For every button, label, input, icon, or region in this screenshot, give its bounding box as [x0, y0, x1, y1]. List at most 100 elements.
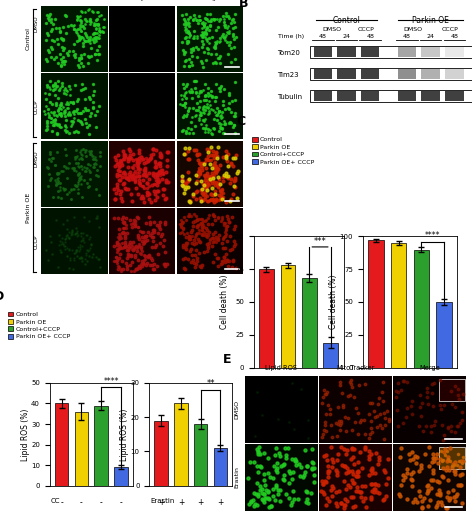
Text: Control: Control: [333, 15, 361, 25]
Text: -: -: [60, 498, 63, 507]
Text: DMSO: DMSO: [322, 27, 341, 32]
FancyBboxPatch shape: [337, 91, 356, 101]
FancyBboxPatch shape: [438, 447, 465, 469]
FancyBboxPatch shape: [398, 69, 416, 79]
FancyBboxPatch shape: [314, 47, 332, 57]
Text: Parkin OE: Parkin OE: [412, 15, 449, 25]
Text: -: -: [100, 498, 102, 507]
Text: B: B: [239, 0, 248, 10]
Text: CCCP: CCCP: [34, 99, 39, 114]
Bar: [368, 241, 384, 368]
FancyBboxPatch shape: [177, 6, 244, 72]
Text: DMSO: DMSO: [235, 400, 240, 419]
Text: CCCP: CCCP: [357, 27, 374, 32]
Text: Tubulin: Tubulin: [278, 94, 303, 100]
FancyBboxPatch shape: [393, 444, 466, 511]
FancyBboxPatch shape: [177, 141, 244, 207]
Text: -: -: [329, 383, 332, 392]
Text: MitoTracker: MitoTracker: [337, 365, 374, 371]
FancyBboxPatch shape: [109, 74, 175, 139]
FancyBboxPatch shape: [41, 208, 108, 274]
Text: 48: 48: [366, 34, 374, 39]
FancyBboxPatch shape: [445, 47, 464, 57]
Legend: Control, Parkin OE, Control+CCCP, Parkin OE+ CCCP: Control, Parkin OE, Control+CCCP, Parkin…: [8, 311, 70, 339]
Text: +: +: [395, 383, 402, 392]
Text: Lipid ROS: Lipid ROS: [265, 365, 297, 371]
Bar: [114, 467, 128, 486]
Text: CC: CC: [51, 498, 60, 504]
Y-axis label: Cell death (%): Cell death (%): [220, 274, 229, 329]
Bar: [194, 424, 207, 486]
Text: Tim23: Tim23: [278, 72, 299, 78]
Text: **: **: [206, 379, 215, 388]
Text: +: +: [198, 498, 204, 507]
Text: ****: ****: [103, 377, 119, 386]
Text: CCCP: CCCP: [34, 234, 39, 248]
FancyBboxPatch shape: [337, 47, 356, 57]
Text: Control: Control: [26, 27, 30, 50]
Bar: [55, 403, 68, 486]
Text: Erastin: Erastin: [364, 383, 388, 389]
Bar: [94, 406, 108, 486]
Bar: [281, 265, 295, 368]
Text: DMSO: DMSO: [34, 151, 39, 167]
Text: Erastin: Erastin: [235, 466, 240, 488]
Text: Tom20: Tom20: [278, 50, 301, 56]
Bar: [436, 302, 452, 368]
Text: DMSO: DMSO: [34, 16, 39, 32]
Text: Parkin OE: Parkin OE: [26, 192, 30, 223]
FancyBboxPatch shape: [361, 91, 379, 101]
FancyBboxPatch shape: [337, 69, 356, 79]
Text: C: C: [237, 116, 246, 128]
Bar: [174, 403, 188, 486]
Y-axis label: Lipid ROS (%): Lipid ROS (%): [120, 408, 129, 461]
Bar: [414, 250, 429, 368]
Text: ****: ****: [425, 231, 440, 241]
Text: -: -: [308, 383, 311, 392]
Text: E: E: [223, 353, 232, 366]
FancyBboxPatch shape: [361, 69, 379, 79]
Text: MitoTracker: MitoTracker: [56, 0, 92, 1]
FancyBboxPatch shape: [109, 141, 175, 207]
FancyBboxPatch shape: [245, 444, 318, 511]
Text: +: +: [373, 383, 379, 392]
Bar: [391, 243, 406, 368]
Text: Merge: Merge: [201, 0, 220, 1]
Text: mCherry-Parkin: mCherry-Parkin: [118, 0, 166, 1]
Text: -: -: [80, 498, 83, 507]
FancyBboxPatch shape: [421, 91, 440, 101]
FancyBboxPatch shape: [398, 91, 416, 101]
Text: +: +: [178, 498, 184, 507]
FancyBboxPatch shape: [393, 376, 466, 443]
FancyBboxPatch shape: [445, 91, 464, 101]
Text: +: +: [441, 383, 447, 392]
FancyBboxPatch shape: [245, 376, 318, 443]
FancyBboxPatch shape: [445, 69, 464, 79]
FancyBboxPatch shape: [438, 379, 465, 401]
Text: +: +: [418, 383, 425, 392]
Text: 48: 48: [319, 34, 327, 39]
FancyBboxPatch shape: [314, 69, 332, 79]
Text: +: +: [217, 498, 224, 507]
FancyBboxPatch shape: [421, 69, 440, 79]
Text: CC: CC: [255, 383, 264, 389]
Text: 48: 48: [450, 34, 458, 39]
FancyBboxPatch shape: [41, 141, 108, 207]
Text: CCCP: CCCP: [442, 27, 458, 32]
Text: ***: ***: [314, 236, 327, 246]
FancyBboxPatch shape: [319, 444, 392, 511]
Text: 24: 24: [343, 34, 351, 39]
Text: DMSO: DMSO: [404, 27, 423, 32]
Legend: Control, Parkin OE, Control+CCCP, Parkin OE+ CCCP: Control, Parkin OE, Control+CCCP, Parkin…: [252, 137, 314, 164]
FancyBboxPatch shape: [177, 208, 244, 274]
FancyBboxPatch shape: [41, 6, 108, 72]
FancyBboxPatch shape: [398, 47, 416, 57]
Bar: [214, 448, 227, 486]
Text: 48: 48: [403, 34, 411, 39]
Y-axis label: Lipid ROS (%): Lipid ROS (%): [21, 408, 30, 461]
Bar: [259, 269, 274, 368]
FancyBboxPatch shape: [314, 91, 332, 101]
Text: D: D: [0, 290, 4, 303]
FancyBboxPatch shape: [319, 376, 392, 443]
Text: -: -: [286, 383, 289, 392]
